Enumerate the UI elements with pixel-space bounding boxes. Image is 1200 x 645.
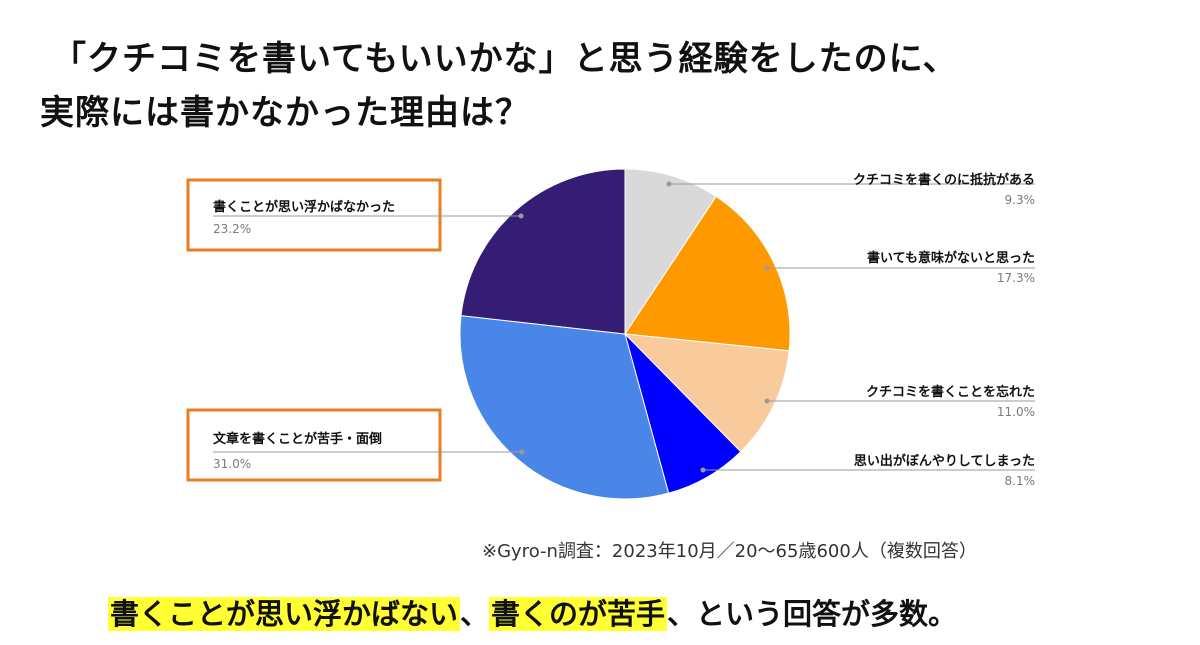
slice-value-label: 8.1% <box>1005 474 1036 488</box>
conclusion-text: 書くことが思い浮かばない、書くのが苦手、という回答が多数。 <box>108 594 957 634</box>
leader-dot <box>764 398 770 404</box>
conclusion-highlight-1: 書くことが思い浮かばない <box>108 597 461 631</box>
pie-slice <box>623 333 790 453</box>
title-line-2: 実際には書かなかった理由は？ <box>40 93 530 133</box>
slice-value-label: 11.0% <box>997 405 1035 419</box>
leader-dot <box>764 265 770 271</box>
pie-slice <box>624 195 791 352</box>
leader-dot <box>700 467 706 473</box>
highlight-box <box>186 178 442 252</box>
leader-dot <box>666 181 672 187</box>
pie-slice <box>460 168 626 335</box>
slice-value-label: 31.0% <box>213 457 251 471</box>
slice-label: 思い出がぼんやりしてしまった <box>854 453 1035 469</box>
conclusion-separator: 、 <box>460 597 490 631</box>
pie-slice <box>624 168 717 336</box>
slice-value-label: 17.3% <box>997 271 1035 285</box>
slice-label: クチコミを書くことを忘れた <box>866 384 1035 400</box>
leader-dot <box>519 449 525 455</box>
conclusion-rest: 、という回答が多数。 <box>667 597 958 631</box>
slice-value-label: 9.3% <box>1005 193 1036 207</box>
slice-label: 文章を書くことが苦手・面倒 <box>213 431 382 447</box>
slice-label: クチコミを書くのに抵抗がある <box>853 172 1035 188</box>
slice-label: 書くことが思い浮かばなかった <box>213 199 395 215</box>
survey-note: ※Gyro-n調査：2023年10月／20〜65歳600人（複数回答） <box>482 541 977 562</box>
slice-value-label: 23.2% <box>213 222 251 236</box>
pie-slice <box>459 315 670 500</box>
conclusion-highlight-2: 書くのが苦手 <box>489 597 668 631</box>
highlight-box <box>186 408 442 482</box>
leader-dot <box>518 213 524 219</box>
title-line-1: 「クチコミを書いてもいいかな」と思う経験をしたのに、 <box>52 39 958 79</box>
slice-label: 書いても意味がないと思った <box>867 250 1035 266</box>
